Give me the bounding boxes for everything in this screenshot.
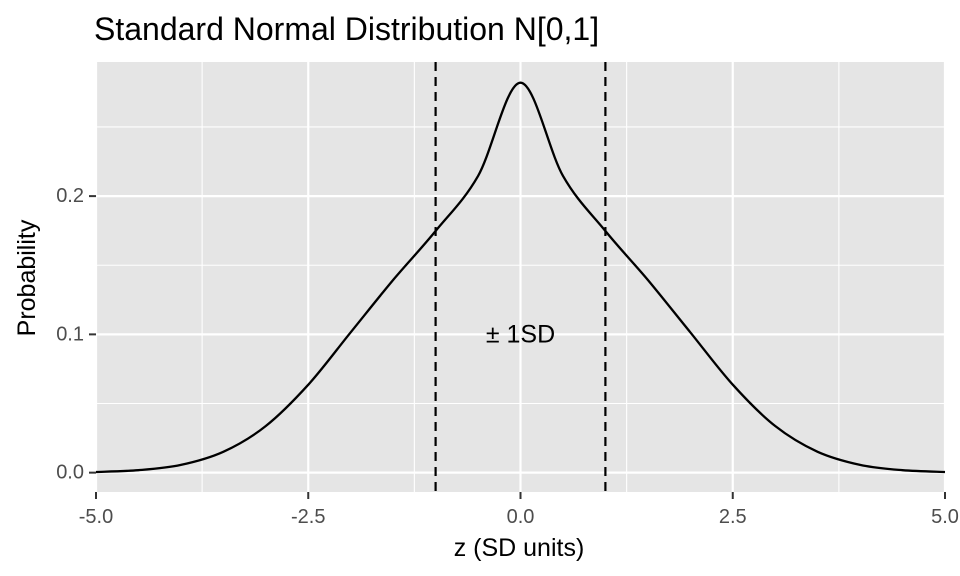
x-axis-ticks: -5.0 -2.5 0.0 2.5 5.0	[79, 492, 959, 528]
sd-reference-lines	[434, 62, 607, 492]
annotations: ± 1SD	[486, 320, 555, 348]
major-gridlines	[94, 62, 947, 492]
y-axis-title: Probability	[13, 219, 41, 336]
x-tick-label: -5.0	[79, 506, 113, 528]
chart-title: Standard Normal Distribution N[0,1]	[94, 11, 599, 47]
y-tick-label: 0.1	[56, 323, 84, 345]
y-axis-ticks: 0.0 0.1 0.2	[56, 185, 96, 484]
x-tick-label: 0.0	[507, 506, 535, 528]
annotation-label: ± 1SD	[486, 320, 555, 348]
x-axis-title: z (SD units)	[454, 534, 585, 562]
x-tick-label: -2.5	[291, 506, 325, 528]
y-tick-label: 0.2	[56, 185, 84, 207]
x-tick-label: 5.0	[931, 506, 959, 528]
x-tick-label: 2.5	[719, 506, 747, 528]
y-tick-label: 0.0	[56, 462, 84, 484]
density-curve	[95, 81, 946, 474]
